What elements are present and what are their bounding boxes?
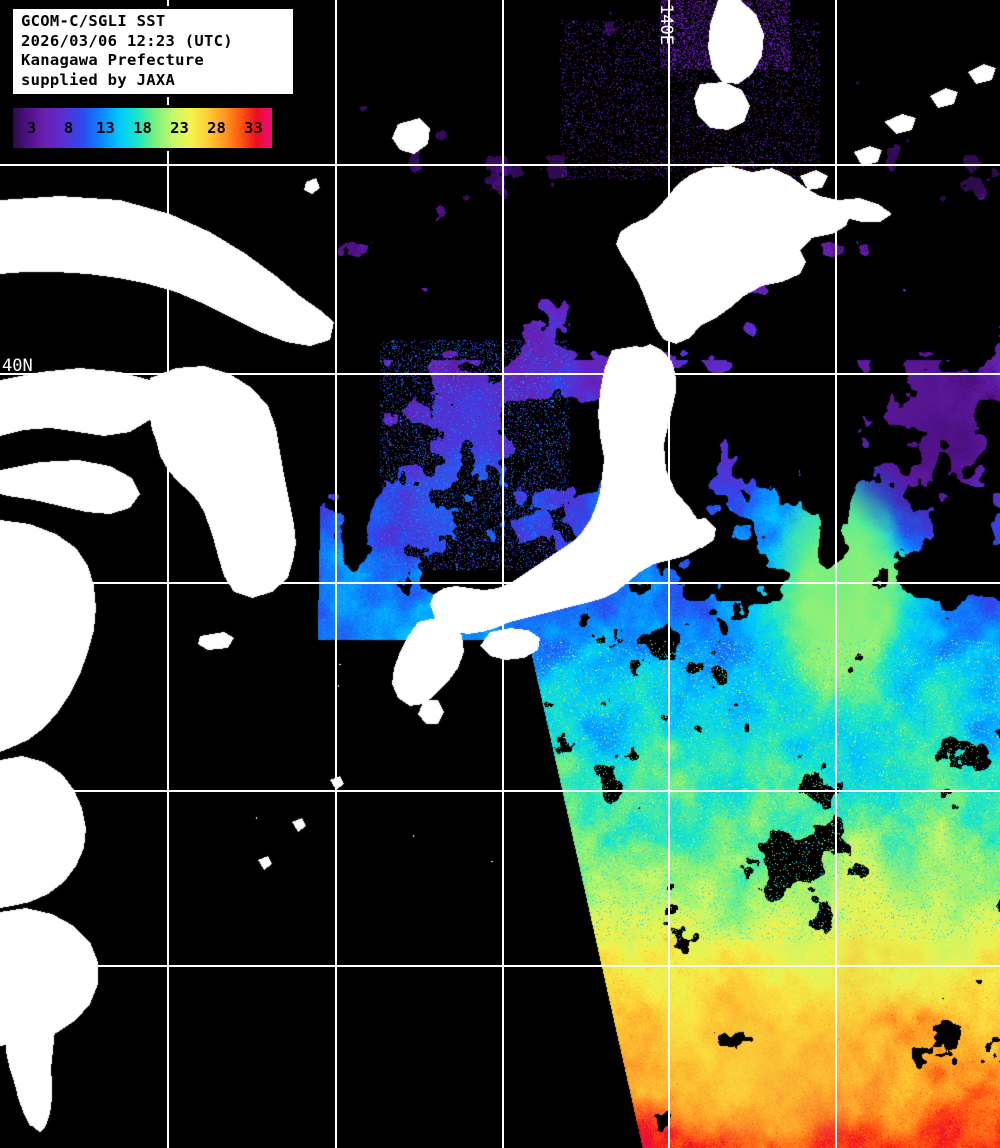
parallel-line [0, 373, 1000, 375]
title-line-datetime: 2026/03/06 12:23 (UTC) [21, 31, 233, 50]
colorbar-tick-18: 18 [133, 119, 152, 137]
title-legend-box: GCOM-C/SGLI SST 2026/03/06 12:23 (UTC) K… [10, 6, 296, 97]
colorbar-tick-23: 23 [170, 119, 189, 137]
colorbar-tick-labels: 3 8 13 18 23 28 33 [13, 108, 272, 148]
title-line-region: Kanagawa Prefecture [21, 51, 205, 69]
sst-colorbar: 3 8 13 18 23 28 33 [10, 105, 275, 151]
parallel-line [0, 965, 1000, 967]
longitude-label: 140E [656, 4, 676, 45]
colorbar-tick-8: 8 [63, 119, 74, 137]
colorbar-gradient [13, 108, 272, 148]
parallel-line [0, 790, 1000, 792]
latitude-label: 40N [2, 356, 33, 376]
meridian-line [668, 0, 670, 1148]
colorbar-tick-3: 3 [26, 119, 37, 137]
colorbar-tick-33: 33 [244, 119, 263, 137]
title-line-source: supplied by JAXA [21, 70, 176, 89]
colorbar-tick-28: 28 [207, 119, 226, 137]
parallel-line [0, 164, 1000, 166]
colorbar-tick-13: 13 [96, 119, 115, 137]
meridian-line [835, 0, 837, 1148]
title-line-product: GCOM-C/SGLI SST [21, 12, 166, 30]
meridian-line [335, 0, 337, 1148]
meridian-line [502, 0, 504, 1148]
parallel-line [0, 582, 1000, 584]
meridian-line [167, 0, 169, 1148]
